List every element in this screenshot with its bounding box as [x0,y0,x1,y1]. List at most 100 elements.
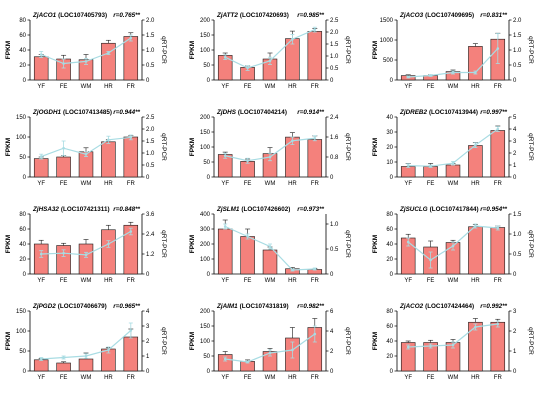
y2-axis-label: qRT-PCR [344,36,351,64]
qrtpcr-point [313,267,317,271]
qrtpcr-point [268,59,272,63]
bar-hr [468,226,483,275]
y2-tick-label: 6 [330,309,334,315]
y2-tick-label: 2.0 [146,18,155,24]
y-tick-label: 1000 [380,38,394,44]
bar-hr [468,145,483,178]
x-tick-label: YF [37,84,45,90]
qrtpcr-point [291,139,294,143]
y2-tick-label: 1.2 [146,252,155,258]
y-tick-label: 30 [386,130,393,136]
y-tick-label: 40 [386,339,393,345]
y-tick-label: 20 [19,257,26,263]
y-axis-label: FPKM [5,235,12,253]
x-tick-label: YF [221,278,229,284]
qrtpcr-point [84,253,88,257]
y-tick-label: 150 [200,324,211,330]
y2-tick-label: 0 [330,78,334,84]
correlation-label: r=0.831** [480,12,507,19]
y2-tick-label: 0 [330,175,334,181]
qrtpcr-point [496,226,500,230]
x-tick-label: FR [127,278,136,284]
y2-axis-label: qRT-PCR [527,133,534,161]
y-tick-label: 150 [16,309,27,315]
y2-tick-label: 0 [146,369,150,375]
gene-name: ZjACO1 [32,12,57,19]
x-tick-label: YF [404,84,412,90]
qrtpcr-point [129,329,133,332]
qrtpcr-point [129,136,133,139]
qrtpcr-point [291,268,294,272]
y2-tick-label: 5 [513,115,517,121]
correlation-label: r=0.848** [113,206,140,213]
x-tick-label: WM [448,375,459,381]
x-tick-label: HR [104,84,113,90]
x-tick-label: WM [265,84,276,90]
x-tick-label: FE [244,84,252,90]
y2-axis-label: qRT-PCR [344,327,351,355]
qrtpcr-point [406,240,410,244]
bar-wm [445,164,461,178]
qrtpcr-point [39,357,43,361]
locus-id: (LOC107431819) [240,303,289,310]
y-tick-label: 100 [200,339,211,345]
qrtpcr-point [84,354,88,358]
y-tick-label: 20 [19,63,26,69]
x-tick-label: YF [37,278,45,284]
correlation-label: r=0.914** [297,109,324,116]
x-tick-label: WM [81,375,92,381]
y-tick-label: 100 [16,329,27,335]
y2-tick-label: 3.6 [146,212,155,218]
y2-axis-label: qRT-PCR [527,230,534,258]
y2-axis-label: qRT-PCR [160,133,167,161]
x-tick-label: FE [60,278,68,284]
y2-tick-label: 0.5 [513,252,522,258]
x-tick-label: WM [448,181,459,187]
qrtpcr-point [246,66,249,70]
y2-tick-label: 2 [330,349,334,355]
x-tick-label: FE [244,375,252,381]
x-tick-label: YF [404,375,412,381]
bar-fr [123,136,139,178]
y-axis-label: FPKM [372,235,379,253]
qrtpcr-point [246,159,249,163]
qrtpcr-point [246,360,249,364]
x-tick-label: WM [448,278,459,284]
bar-wm [78,243,94,275]
y-tick-label: 0 [390,272,394,278]
y-tick-label: 80 [386,309,393,315]
qrtpcr-point [62,356,65,359]
x-tick-label: HR [471,84,480,90]
x-tick-label: WM [448,84,459,90]
qrtpcr-point [313,332,317,336]
bar-wm [262,249,278,275]
chart-title: ZjDREB2 (LOC107413944) [399,109,478,116]
y-tick-label: 60 [386,227,393,233]
locus-id: (LOC107404214) [238,109,287,116]
x-tick-label: FR [127,181,136,187]
bar-fr [307,139,323,178]
y2-tick-label: 1 [146,354,150,360]
correlation-label: r=0.973** [297,206,324,213]
correlation-label: r=0.982** [297,303,324,310]
qrtpcr-point [268,245,272,248]
bar-fe [423,166,438,178]
x-tick-label: FR [494,181,503,187]
qrtpcr-point [246,235,249,238]
x-tick-label: FE [427,84,435,90]
chart-panel-zjatt2: 0 50 100 150 200 0 0.5 1.0 1.5 2.0 2.5 FPKM qRT-PCR Y… [189,12,351,90]
y2-tick-label: 2.5 [330,18,339,24]
qrtpcr-point [451,244,455,248]
qrtpcr-point [429,258,432,262]
chart-title: ZjACO3 (LOC107409695) [399,12,474,19]
qrtpcr-point [223,225,227,228]
bar-fe [56,156,71,178]
x-tick-label: YF [37,181,45,187]
y-tick-label: 80 [19,212,26,218]
y2-tick-label: 2.0 [146,127,155,133]
y-tick-label: 60 [19,33,26,39]
y2-tick-label: 1.5 [513,212,522,218]
bar-hr [101,229,116,275]
gene-name: ZjDREB2 [399,109,427,116]
